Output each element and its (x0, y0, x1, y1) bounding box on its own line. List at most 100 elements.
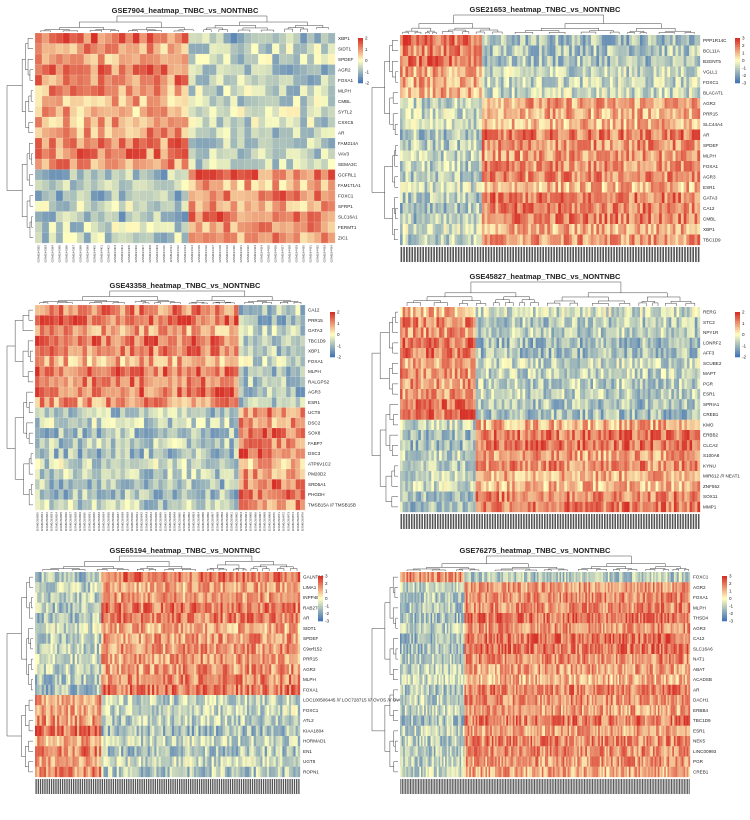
heatmap-cell (177, 315, 182, 326)
heatmap-cell (552, 203, 556, 214)
heatmap-cell (244, 75, 252, 86)
heatmap-cell (110, 428, 116, 439)
heatmap-cell (286, 499, 291, 511)
heatmap-cell (267, 315, 272, 326)
heatmap-cell (63, 366, 69, 377)
heatmap-cell (547, 108, 551, 120)
heatmap-cell (438, 182, 442, 193)
heatmap-cell (162, 407, 168, 418)
heatmap-cell (618, 66, 622, 78)
heatmap-cell (601, 234, 605, 246)
heatmap-cell (307, 169, 315, 181)
heatmap-cell (307, 43, 315, 55)
heatmap-cell (106, 356, 111, 367)
heatmap-cell (451, 224, 455, 235)
heatmap-cell (664, 108, 668, 120)
heatmap-cell (640, 161, 643, 172)
legend-swatch (358, 39, 363, 42)
heatmap-cell (181, 232, 189, 244)
heatmap-cell (181, 458, 187, 470)
heatmap-cell (281, 376, 287, 388)
heatmap-cell (495, 224, 499, 235)
heatmap-cell (533, 317, 536, 328)
heatmap-cell (525, 129, 529, 141)
heatmap-cell (438, 129, 442, 141)
heatmap-cell (219, 356, 225, 367)
heatmap-cell (162, 479, 168, 490)
heatmap-cell (492, 234, 496, 246)
heatmap-cell (76, 148, 84, 160)
heatmap-cell (550, 192, 553, 204)
heatmap-cell (585, 161, 589, 172)
heatmap-cell (637, 203, 641, 214)
heatmap-cell (200, 335, 206, 347)
heatmap-cell (498, 98, 502, 109)
heatmap-cell (550, 66, 553, 78)
heatmap-cell (191, 407, 197, 418)
heatmap-cell (262, 499, 268, 511)
heatmap-cell (63, 397, 69, 408)
heatmap-cell (257, 448, 263, 459)
heatmap-cell (58, 346, 64, 357)
heatmap-cell (582, 45, 586, 57)
heatmap-cell (427, 140, 431, 151)
heatmap-cell (258, 96, 266, 107)
heatmap-cell (286, 54, 294, 65)
heatmap-cell (58, 438, 64, 449)
heatmap-cell (400, 307, 403, 318)
heatmap-cell (160, 148, 168, 160)
heatmap-cell (72, 469, 78, 480)
heatmap-cell (611, 317, 615, 328)
heatmap-cell (686, 203, 690, 214)
heatmap-cell (498, 150, 502, 162)
heatmap-cell (96, 346, 102, 357)
heatmap-cell (72, 387, 78, 398)
heatmap-cell (631, 45, 635, 57)
heatmap-cell (620, 161, 624, 172)
heatmap-cell (265, 222, 273, 233)
column-labels: GSM1059820 GSM1059821 GSM1059822 GSM1059823… (35, 512, 304, 531)
heatmap-cell (574, 203, 578, 214)
heatmap-cell (90, 117, 98, 128)
heatmap-cell (424, 35, 428, 46)
heatmap-cell (667, 234, 671, 246)
heatmap-cell (653, 66, 657, 78)
heatmap-cell (547, 192, 551, 204)
heatmap-cell (97, 190, 105, 202)
heatmap-cell (106, 469, 111, 480)
heatmap-cell (585, 327, 588, 338)
column-label: GSM1059821 (40, 512, 44, 531)
heatmap-cell (77, 428, 83, 439)
heatmap-cell (167, 335, 173, 347)
heatmap-cell (267, 397, 272, 408)
heatmap-cell (90, 64, 98, 76)
heatmap-cell (118, 159, 126, 170)
heatmap-cell (476, 224, 480, 235)
heatmap-cell (63, 335, 69, 347)
heatmap-cell (618, 108, 622, 120)
heatmap-cell (148, 366, 154, 377)
heatmap-cell (468, 119, 472, 130)
heatmap-cell (490, 140, 493, 151)
heatmap-cell (196, 428, 201, 439)
heatmap-cell (314, 211, 322, 223)
heatmap-cell (172, 438, 178, 449)
heatmap-cell (623, 182, 627, 193)
heatmap-cell (233, 315, 239, 326)
heatmap-cell (631, 98, 635, 109)
heatmap-cell (569, 161, 572, 172)
heatmap-cell (629, 119, 632, 130)
heatmap-cell (443, 45, 447, 57)
heatmap-cell (590, 66, 594, 78)
heatmap-cell (35, 117, 43, 128)
heatmap-cell (441, 327, 445, 338)
heatmap-cell (195, 96, 203, 107)
heatmap-cell (694, 56, 698, 67)
heatmap-cell (577, 182, 581, 193)
heatmap-cell (612, 119, 616, 130)
heatmap-cell (476, 129, 480, 141)
heatmap-cell (470, 234, 474, 246)
heatmap-cell (167, 211, 175, 223)
row-label: FOXC1 (338, 193, 354, 198)
heatmap-cell (167, 376, 173, 388)
